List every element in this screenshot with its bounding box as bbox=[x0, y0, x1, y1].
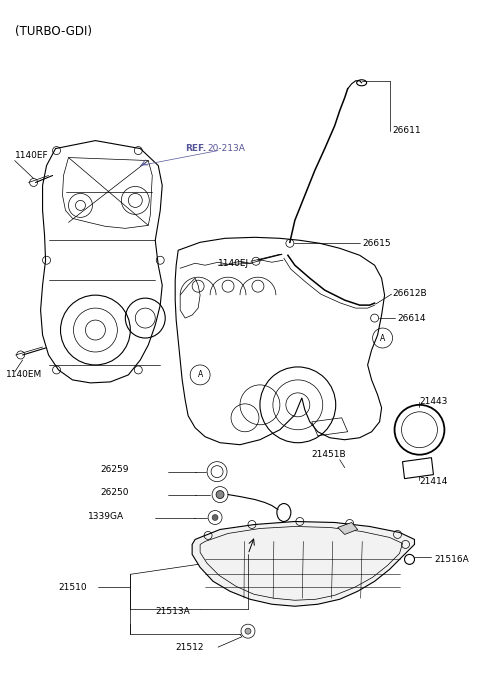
Text: 26611: 26611 bbox=[393, 126, 421, 135]
Circle shape bbox=[216, 491, 224, 498]
Polygon shape bbox=[338, 522, 358, 534]
Text: 26259: 26259 bbox=[100, 465, 129, 474]
Text: 1140EM: 1140EM bbox=[6, 370, 42, 379]
Text: 20-213A: 20-213A bbox=[207, 144, 245, 153]
Text: 21451B: 21451B bbox=[312, 450, 347, 460]
Text: 1140EJ: 1140EJ bbox=[218, 258, 249, 267]
Text: A: A bbox=[197, 370, 203, 379]
Text: 26612B: 26612B bbox=[393, 289, 427, 298]
Text: 21516A: 21516A bbox=[434, 555, 469, 564]
Text: 26615: 26615 bbox=[363, 239, 391, 248]
Text: 1140EF: 1140EF bbox=[15, 151, 48, 160]
Text: A: A bbox=[380, 334, 385, 343]
Circle shape bbox=[245, 628, 251, 634]
Text: 21443: 21443 bbox=[420, 397, 448, 406]
Text: 21414: 21414 bbox=[420, 477, 448, 486]
Text: 1339GA: 1339GA bbox=[88, 512, 125, 521]
Text: 26250: 26250 bbox=[100, 488, 129, 497]
Text: (TURBO-GDI): (TURBO-GDI) bbox=[15, 25, 92, 38]
Polygon shape bbox=[192, 522, 415, 606]
Text: REF.: REF. bbox=[185, 144, 206, 153]
Circle shape bbox=[212, 515, 218, 520]
Text: 21510: 21510 bbox=[59, 583, 87, 591]
Text: 21513A: 21513A bbox=[155, 607, 190, 616]
Text: 21512: 21512 bbox=[175, 643, 204, 652]
Text: 26614: 26614 bbox=[397, 314, 426, 323]
